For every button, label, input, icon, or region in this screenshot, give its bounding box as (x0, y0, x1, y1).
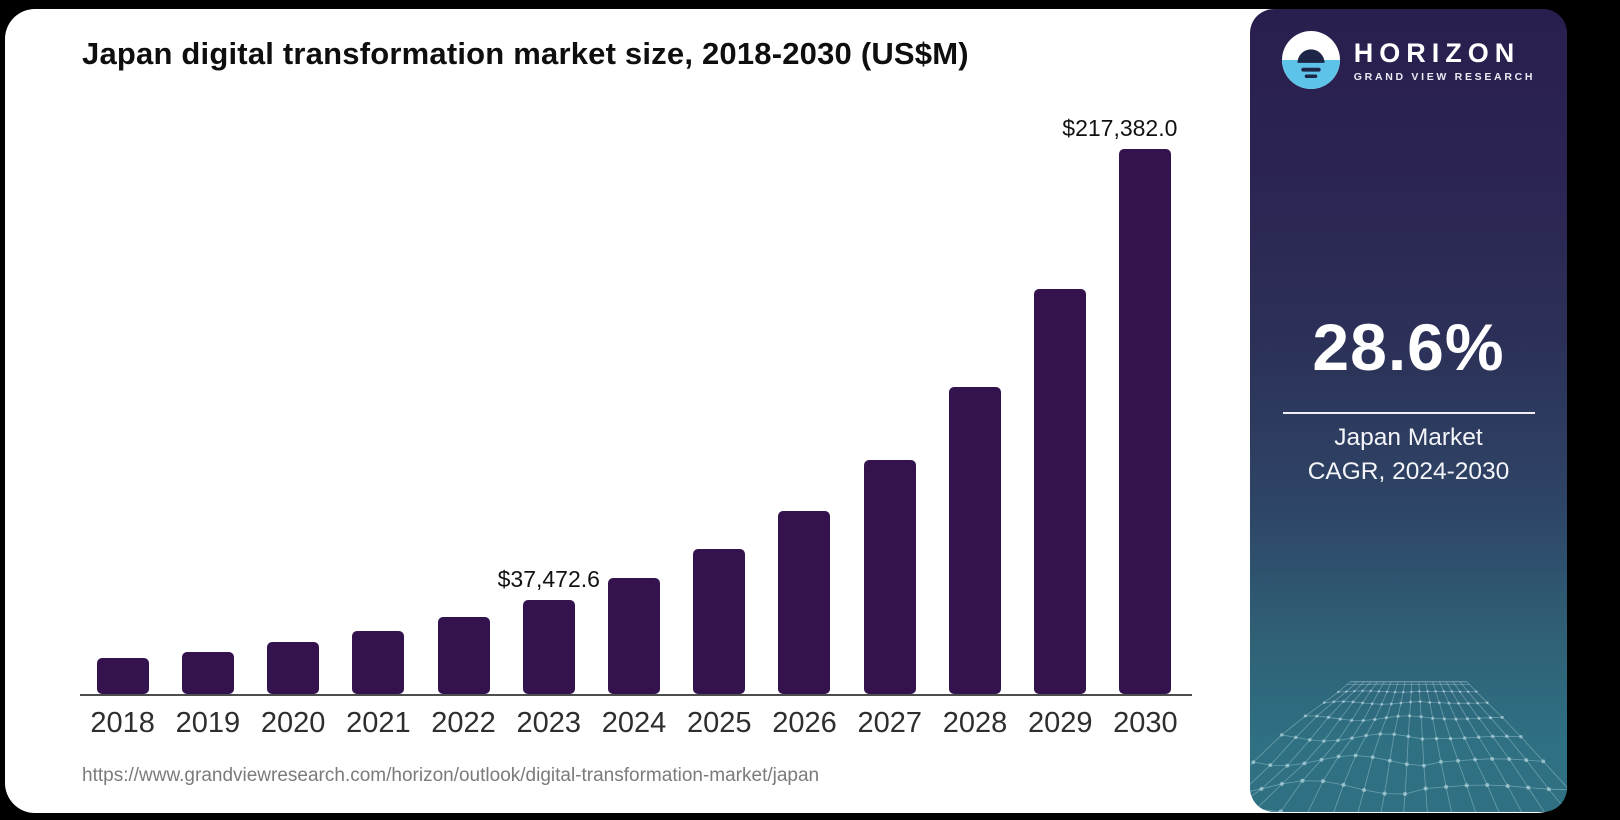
brand-text: HORIZON GRAND VIEW RESEARCH (1354, 38, 1535, 83)
bar-2023: $37,472.6 (498, 566, 600, 694)
bar-data-label: $217,382.0 (1062, 115, 1178, 141)
bar-column (421, 134, 506, 694)
x-tick-2029: 2029 (1027, 707, 1093, 739)
x-tick-2030: 2030 (1113, 707, 1178, 739)
chart-card: Japan digital transformation market size… (5, 9, 1567, 813)
bar-2021 (352, 631, 405, 694)
bar-column (165, 134, 250, 694)
horizon-logo-icon (1281, 31, 1340, 89)
x-tick-2021: 2021 (346, 707, 411, 739)
bar-data-label: $37,472.6 (497, 566, 600, 593)
cagr-value: 28.6% (1312, 310, 1505, 384)
x-tick-2028: 2028 (942, 707, 1008, 739)
x-tick-2023: 2023 (516, 707, 582, 739)
x-tick-2025: 2025 (687, 707, 752, 739)
brand-sidebar: HORIZON GRAND VIEW RESEARCH 28.6% Japan … (1250, 9, 1567, 812)
cagr-divider (1282, 412, 1535, 414)
bar-column (932, 134, 1017, 694)
bar-group: $37,472.6 $217,382.0 (80, 115, 1188, 694)
brand-subtitle: GRAND VIEW RESEARCH (1353, 70, 1536, 83)
bar-column (80, 134, 165, 694)
x-tick-2018: 2018 (90, 707, 155, 739)
wireframe-mesh-decoration (1250, 670, 1567, 812)
bar-column: $217,382.0 (1062, 115, 1188, 694)
x-tick-2020: 2020 (260, 707, 326, 739)
cagr-caption: Japan Market CAGR, 2024-2030 (1250, 421, 1567, 489)
x-axis-labels: 2018 2019 2020 2021 2022 2023 2024 2025 2026 2027… (80, 707, 1188, 740)
bar-2025 (693, 549, 746, 694)
bar-2027 (863, 459, 916, 694)
x-tick-2019: 2019 (175, 707, 241, 739)
bar-2028 (948, 387, 1001, 694)
bar-column (762, 134, 847, 694)
x-tick-2026: 2026 (772, 707, 837, 739)
x-axis-line (80, 694, 1192, 696)
bar-column (677, 134, 762, 694)
brand-logo-row: HORIZON GRAND VIEW RESEARCH (1250, 31, 1567, 89)
bar-column (591, 134, 676, 694)
bar-column (250, 134, 335, 694)
bar-2019 (181, 651, 234, 694)
cagr-caption-line2: CAGR, 2024-2030 (1307, 458, 1510, 485)
bar-column: $37,472.6 (498, 134, 600, 694)
bar-2026 (778, 510, 831, 694)
x-tick-2022: 2022 (431, 707, 496, 739)
bar-column (336, 134, 421, 694)
bar-2030: $217,382.0 (1062, 115, 1177, 694)
bar-column (847, 134, 932, 694)
cagr-caption-line1: Japan Market (1334, 424, 1483, 451)
x-tick-2027: 2027 (857, 707, 922, 739)
brand-name: HORIZON (1353, 37, 1521, 68)
bar-column (1018, 134, 1103, 694)
bar-2022 (437, 617, 490, 694)
bar-2018 (96, 657, 149, 694)
bar-2029 (1034, 289, 1087, 694)
x-tick-2024: 2024 (601, 707, 667, 739)
source-url: https://www.grandviewresearch.com/horizo… (82, 765, 820, 786)
bar-2024 (608, 577, 661, 694)
bar-2020 (267, 641, 320, 694)
chart-title: Japan digital transformation market size… (82, 36, 969, 71)
